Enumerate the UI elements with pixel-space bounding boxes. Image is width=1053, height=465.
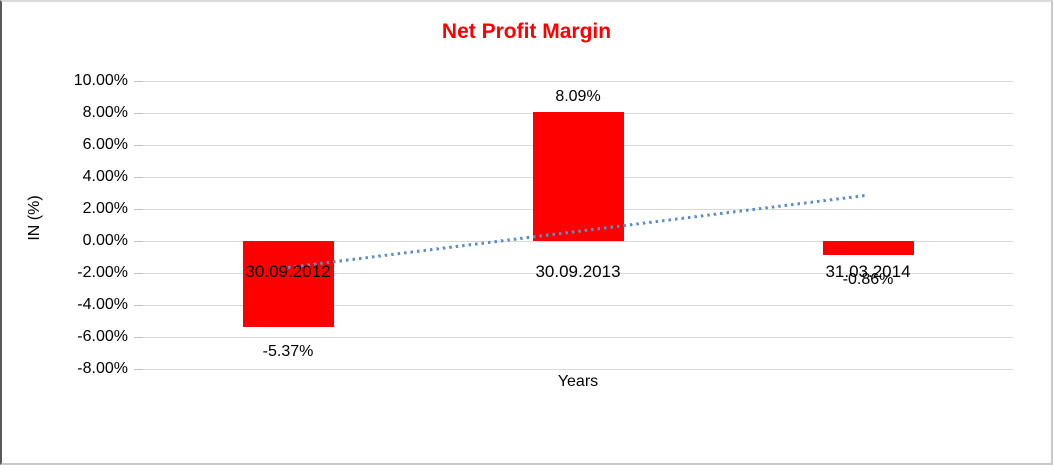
gridline [143, 81, 1013, 82]
y-axis-tick [134, 209, 143, 210]
category-label: 30.09.2013 [535, 262, 621, 281]
data-label: -5.37% [262, 343, 314, 360]
chart-bar [533, 112, 624, 241]
y-axis-tick [134, 113, 143, 114]
y-axis-tick-label: 0.00% [82, 232, 128, 249]
gridline [143, 241, 1013, 242]
y-axis-tick-label: 8.00% [82, 104, 128, 121]
chart-bar [823, 241, 914, 255]
gridline [143, 273, 1013, 274]
y-axis-tick [134, 337, 143, 338]
y-axis-tick [134, 145, 143, 146]
category-label: 31.03.2014 [825, 262, 911, 281]
y-axis-tick [134, 305, 143, 306]
category-label: 30.09.2012 [245, 262, 331, 281]
y-axis-tick-label: 6.00% [82, 136, 128, 153]
data-label: 8.09% [555, 88, 601, 105]
gridline [143, 337, 1013, 338]
y-axis-tick [134, 81, 143, 82]
y-axis-tick [134, 241, 143, 242]
y-axis-tick-label: -8.00% [77, 360, 128, 377]
chart-bar [243, 241, 334, 327]
y-axis-tick [134, 369, 143, 370]
y-axis-tick-label: -6.00% [77, 328, 128, 345]
y-axis-tick [134, 273, 143, 274]
y-axis-tick [134, 177, 143, 178]
y-axis-tick-label: -4.00% [77, 296, 128, 313]
y-axis-tick-label: 4.00% [82, 168, 128, 185]
data-label: -0.86% [842, 271, 894, 288]
gridline [143, 369, 1013, 370]
gridline [143, 305, 1013, 306]
y-axis-tick-label: -2.00% [77, 264, 128, 281]
chart-title: Net Profit Margin [441, 20, 612, 43]
y-axis-tick-label: 10.00% [73, 72, 128, 89]
y-axis-tick-label: 2.00% [82, 200, 128, 217]
x-axis-title: Years [557, 373, 599, 390]
